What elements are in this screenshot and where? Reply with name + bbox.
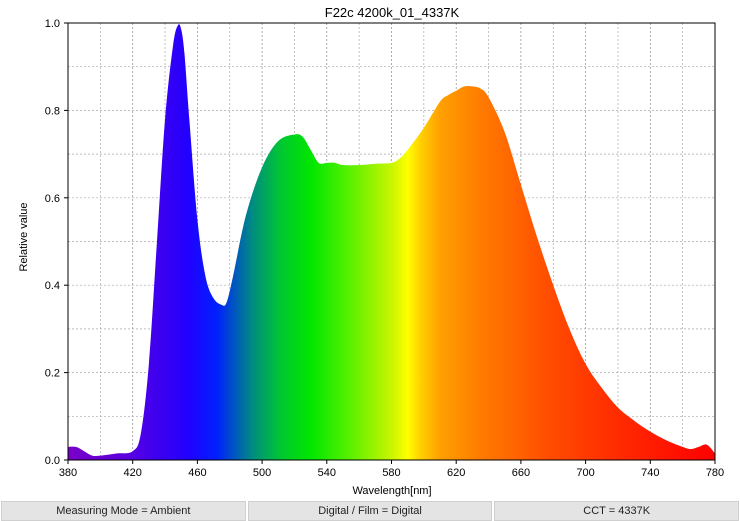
- y-tick-label: 0.2: [45, 368, 60, 380]
- y-tick-label: 0.6: [45, 193, 60, 205]
- x-tick-label: 740: [641, 467, 659, 479]
- chart-title: F22c 4200k_01_4337K: [325, 5, 460, 20]
- x-tick-label: 420: [124, 467, 142, 479]
- spectrum-area: [68, 24, 715, 460]
- y-tick-label: 0.4: [45, 280, 60, 292]
- x-axis-label: Wavelength[nm]: [352, 485, 431, 497]
- digital-film-status: Digital / Film = Digital: [247, 501, 493, 521]
- x-tick-label: 380: [59, 467, 77, 479]
- spectrum-chart: F22c 4200k_01_4337K 380 420 460 500 540 580 62…: [18, 5, 724, 497]
- x-tick-label: 500: [253, 467, 271, 479]
- x-tick-label: 620: [447, 467, 465, 479]
- y-tick-label: 1.0: [45, 18, 60, 30]
- status-bar: Measuring Mode = Ambient Digital / Film …: [0, 501, 740, 521]
- x-tick-label: 660: [512, 467, 530, 479]
- y-axis-label: Relative value: [18, 202, 30, 271]
- x-tick-label: 540: [318, 467, 336, 479]
- cct-status: CCT = 4337K: [494, 501, 740, 521]
- x-tick-label: 460: [188, 467, 206, 479]
- x-tick-label: 780: [706, 467, 724, 479]
- x-tick-label: 580: [382, 467, 400, 479]
- y-axis: 0.0 0.2 0.4 0.6 0.8 1.0: [45, 18, 68, 467]
- measuring-mode-status: Measuring Mode = Ambient: [1, 501, 246, 521]
- x-tick-label: 700: [576, 467, 594, 479]
- y-tick-label: 0.8: [45, 105, 60, 117]
- y-tick-label: 0.0: [45, 455, 60, 467]
- x-axis: 380 420 460 500 540 580 620 660 700 740 780: [59, 460, 724, 479]
